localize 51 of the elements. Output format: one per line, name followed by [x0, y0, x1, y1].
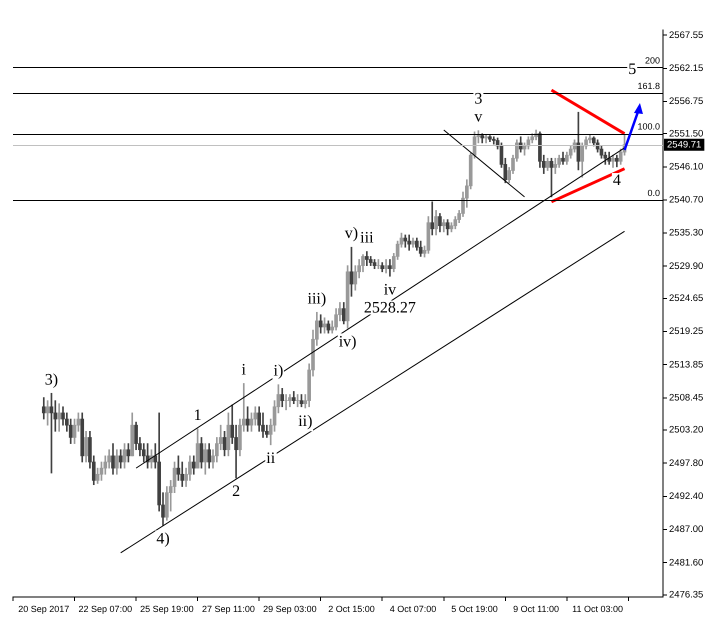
y-tick-label: 2519.25: [669, 326, 704, 338]
x-tick-label: 11 Oct 03:00: [572, 604, 624, 614]
x-tick-label: 20 Sep 2017: [18, 604, 70, 614]
annotation: 2528.27: [364, 299, 416, 316]
y-tick-label: 2487.00: [669, 524, 704, 536]
annotation: 1: [194, 406, 202, 424]
ref-line-label: 2549.71: [667, 139, 702, 150]
annotation: 100.0: [637, 122, 660, 132]
annotation: 0.0: [647, 188, 660, 198]
y-tick-label: 2551.50: [669, 128, 704, 140]
annotation: 2: [232, 483, 240, 500]
annotation: 4: [612, 172, 621, 190]
y-tick-label: 2535.30: [669, 228, 704, 239]
y-tick-label: 2503.20: [669, 424, 704, 436]
annotation: 200: [644, 55, 660, 66]
annotation: 3: [474, 90, 482, 108]
y-tick-label: 2508.45: [669, 392, 704, 404]
x-tick-label: 2 Oct 15:00: [328, 604, 375, 614]
x-tick-label: 29 Sep 03:00: [263, 604, 317, 614]
annotation: v): [344, 225, 358, 242]
x-tick-label: 9 Oct 11:00: [513, 604, 560, 614]
y-tick-label: 2497.80: [669, 458, 704, 469]
annotation: i: [242, 361, 247, 378]
y-tick-label: 2481.60: [669, 557, 704, 568]
x-tick-label: 27 Sep 11:00: [202, 604, 255, 614]
x-tick-label: 5 Oct 19:00: [451, 604, 498, 614]
y-tick-label: 2556.75: [669, 96, 704, 108]
annotation: iv: [384, 281, 396, 298]
annotation: 161.8: [637, 80, 660, 91]
y-tick-label: 2524.65: [669, 293, 704, 304]
annotation: i): [273, 362, 284, 380]
y-tick-label: 2562.15: [669, 62, 704, 74]
y-tick-label: 2492.40: [669, 490, 704, 502]
annotation: iii): [308, 290, 326, 308]
annotation: iii: [360, 230, 374, 247]
y-tick-label: 2540.70: [669, 194, 704, 206]
y-tick-label: 2476.35: [669, 589, 704, 600]
text: 5: [628, 61, 636, 78]
annotation: ii): [298, 413, 312, 430]
annotation: 3): [44, 371, 58, 388]
annotation: v: [474, 108, 482, 126]
annotation: iv): [338, 333, 357, 350]
x-tick-label: 22 Sep 07:00: [78, 604, 132, 614]
y-tick-label: 2513.85: [669, 359, 704, 370]
x-tick-label: 25 Sep 19:00: [140, 604, 194, 614]
annotation: 4): [156, 530, 170, 548]
y-tick-label: 2529.90: [669, 260, 704, 272]
annotation: ii: [266, 450, 276, 468]
y-tick-label: 2546.10: [669, 161, 704, 172]
x-tick-label: 4 Oct 07:00: [390, 604, 436, 614]
y-tick-label: 2567.55: [669, 30, 704, 41]
